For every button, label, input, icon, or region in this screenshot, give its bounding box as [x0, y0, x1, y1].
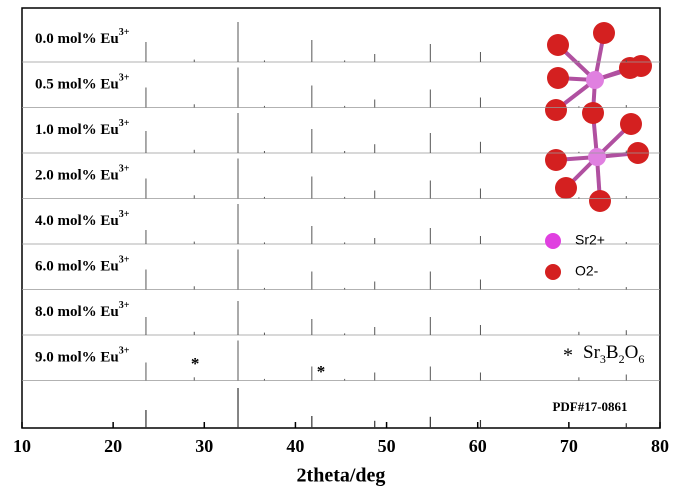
plot-frame [21, 7, 661, 429]
series-name: 8.0 mol% Eu [35, 304, 119, 320]
series-label: 0.5 mol% Eu3+ [35, 73, 130, 93]
series-label: 8.0 mol% Eu3+ [35, 300, 130, 320]
series-label: 4.0 mol% Eu3+ [35, 209, 130, 229]
x-tick-label: 50 [378, 436, 396, 456]
phase-marker: * [563, 345, 573, 367]
series-name: 0.5 mol% Eu [35, 77, 119, 93]
crystal-structure [545, 22, 652, 212]
annotation: * [191, 354, 200, 373]
subscript: 3 [600, 352, 606, 366]
series-sup: 3+ [119, 73, 130, 84]
series-label: 0.0 mol% Eu3+ [35, 27, 130, 47]
legend-swatch [545, 233, 561, 249]
x-tick-label: 60 [469, 436, 487, 456]
x-tick-label: 40 [286, 436, 304, 456]
series-label: 6.0 mol% Eu3+ [35, 255, 130, 275]
annotation: * [317, 362, 326, 381]
x-tick-label: 30 [195, 436, 213, 456]
series-sup: 3+ [119, 346, 130, 357]
series-name: 4.0 mol% Eu [35, 213, 119, 229]
series-sup: 3+ [119, 27, 130, 38]
phase-formula: Sr3B2O6 [583, 342, 644, 365]
series-name: 1.0 mol% Eu [35, 122, 119, 138]
series-sup: 3+ [119, 255, 130, 266]
series-sup: 3+ [119, 118, 130, 129]
x-axis-label: 2theta/deg [297, 465, 386, 487]
x-tick-label: 80 [651, 436, 669, 456]
legend-swatch [545, 264, 561, 280]
legend-label: O2- [575, 263, 599, 279]
element: B [606, 342, 619, 363]
x-tick-label: 10 [13, 436, 31, 456]
element: O [625, 342, 639, 363]
series-name: 0.0 mol% Eu [35, 31, 119, 47]
subscript: 2 [619, 352, 625, 366]
series-sup: 3+ [119, 209, 130, 220]
element: Sr [583, 342, 601, 363]
x-tick-label: 70 [560, 436, 578, 456]
series-name: 9.0 mol% Eu [35, 350, 119, 366]
series-label: 1.0 mol% Eu3+ [35, 118, 130, 138]
x-tick-label: 20 [104, 436, 122, 456]
reference-label: PDF#17-0861 [552, 399, 627, 414]
legend-label: Sr2+ [575, 232, 605, 248]
series-label: 2.0 mol% Eu3+ [35, 164, 130, 184]
series-label: 9.0 mol% Eu3+ [35, 346, 130, 366]
series-sup: 3+ [119, 300, 130, 311]
series-sup: 3+ [119, 164, 130, 175]
series-name: 2.0 mol% Eu [35, 168, 119, 184]
series-name: 6.0 mol% Eu [35, 259, 119, 275]
subscript: 6 [638, 352, 644, 366]
